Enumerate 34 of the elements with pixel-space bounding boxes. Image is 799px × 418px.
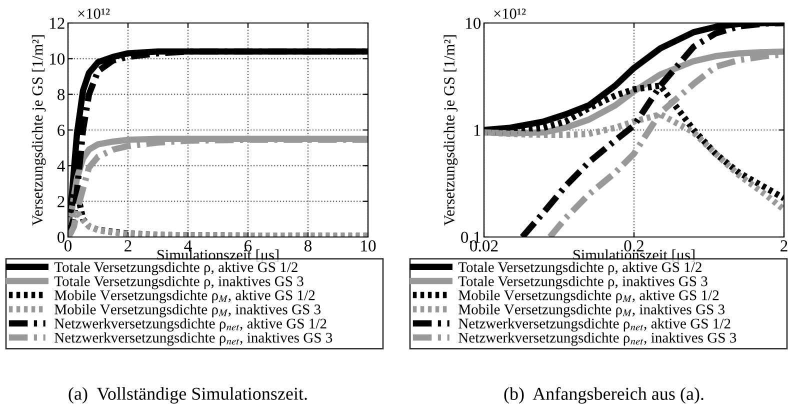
legend-label: Netzwerkversetzungsdichte ρ$_{net}$, aktive GS 1/2 [54,318,326,332]
x-tick-label: 0.2 [624,240,644,252]
y-tick-label: 8 [58,89,65,100]
legend-label: Mobile Versetzungsdichte ρ$_{M}$, inaktives GS 3 [458,304,725,318]
legend-label: Totale Versetzungsdichte ρ, aktive GS 1/2 [458,262,702,276]
legend-label: Mobile Versetzungsdichte ρ$_{M}$, aktive GS 1/2 [458,290,719,304]
y-axis-title: Versetzungsdichte je GS [1/m²] [32,35,46,226]
legend-label: Mobile Versetzungsdichte ρ$_{M}$, aktive GS 1/2 [54,290,315,304]
text: (b) Anfangsbereich aus (a). [504,387,704,404]
y-tick-label: 0 [58,232,65,243]
y-tick-label: 2 [58,196,64,208]
x-tick-label: 6 [244,240,252,252]
text: (a) Vollständige Simulationszeit. [68,387,307,404]
y-tick-label: 1 [474,124,480,136]
legend-label: Totale Versetzungsdichte ρ, aktive GS 1/2 [54,262,298,276]
x-tick-label: 8 [304,240,312,252]
text: ×10¹² [494,8,526,19]
text: ×10¹² [78,8,110,19]
legend-label: Netzwerkversetzungsdichte ρ$_{net}$, inaktives GS 3 [458,332,736,346]
legend-label: Netzwerkversetzungsdichte ρ$_{net}$, aktive GS 1/2 [458,318,730,332]
y-axis-title: Versetzungsdichte je GS [1/m²] [444,35,458,226]
legend-label: Totale Versetzungsdichte ρ, inaktives GS 3 [54,276,304,290]
y-tick-label: 4 [57,160,65,172]
x-tick-label: 2 [780,240,788,252]
y-tick-label: 12 [50,18,64,29]
legend-label: Mobile Versetzungsdichte ρ$_{M}$, inaktives GS 3 [54,304,321,318]
x-tick-label: 2 [124,240,132,252]
x-tick-label: 4 [184,240,192,252]
y-tick-label: 10 [50,53,65,65]
y-tick-label: 10 [466,18,481,29]
x-tick-label: 10 [361,240,376,252]
y-tick-label: 6 [58,124,65,136]
legend-label: Totale Versetzungsdichte ρ, inaktives GS 3 [458,276,708,290]
legend-label: Netzwerkversetzungsdichte ρ$_{net}$, inaktives GS 3 [54,332,332,346]
